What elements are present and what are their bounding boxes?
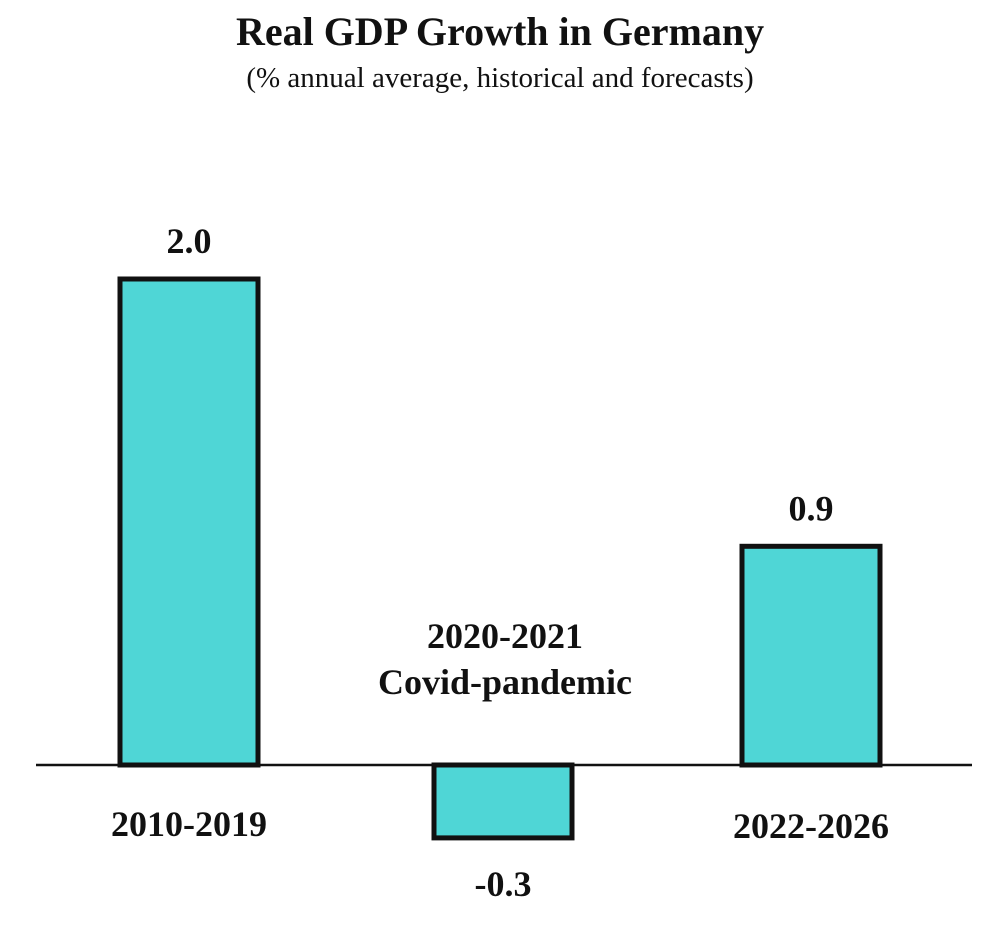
annotation-covid-pandemic: Covid-pandemic [378, 662, 632, 702]
value-label-2020-2021: -0.3 [475, 864, 532, 904]
chart-title: Real GDP Growth in Germany [235, 9, 765, 54]
bar-2010-2019 [117, 276, 261, 768]
value-label-2022-2026: 0.9 [789, 488, 834, 528]
annotation-period: 2020-2021 [427, 616, 583, 656]
bar-2022-2026 [739, 543, 883, 768]
value-label-2010-2019: 2.0 [167, 221, 212, 261]
category-label-2010-2019: 2010-2019 [111, 804, 267, 844]
chart-subtitle: (% annual average, historical and foreca… [246, 62, 754, 94]
category-label-2022-2026: 2022-2026 [733, 806, 889, 846]
bar-2020-2021 [431, 762, 575, 841]
